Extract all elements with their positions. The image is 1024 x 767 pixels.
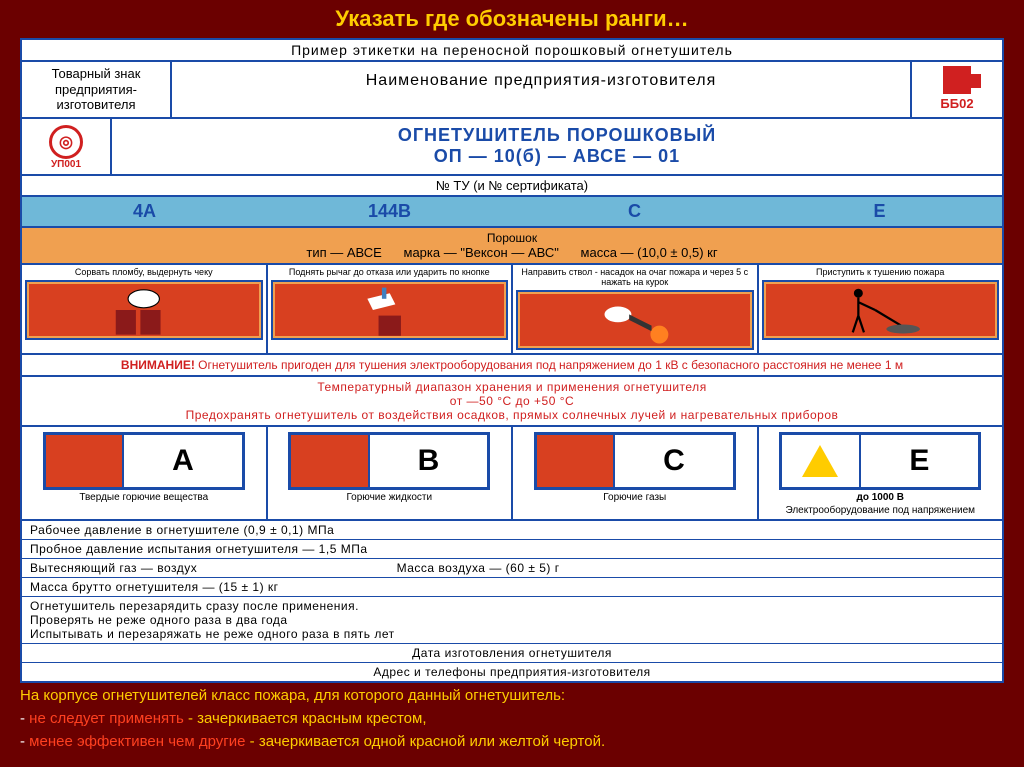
sub-header: Пример этикетки на переносной порошковый…: [22, 40, 1002, 62]
label-example: Пример этикетки на переносной порошковый…: [20, 38, 1004, 683]
class-a: АТвердые горючие вещества: [22, 427, 268, 519]
inst-3: Направить ствол - насадок на очаг пожара…: [513, 265, 759, 353]
trademark-cell: Товарный знак предприятия-изготовителя: [22, 62, 172, 117]
inst-4: Приступить к тушению пожара: [759, 265, 1003, 353]
powder-specs: Порошок тип — АВСЕ марка — "Вексон — АВС…: [22, 228, 1002, 265]
fire-ranks: 4А 144В С Е: [22, 197, 1002, 228]
footer-notes: На корпусе огнетушителей класс пожара, д…: [20, 687, 1004, 750]
class-b: ВГорючие жидкости: [268, 427, 514, 519]
product-title: ОГНЕТУШИТЕЛЬ ПОРОШКОВЫЙ ОП — 10(б) — АВС…: [112, 119, 1002, 174]
rank-b: 144В: [267, 197, 512, 226]
warning-row: ВНИМАНИЕ! Огнетушитель пригоден для туше…: [22, 355, 1002, 377]
tu-row: № ТУ (и № сертификата): [22, 176, 1002, 197]
rank-e: Е: [757, 197, 1002, 226]
up-badge: ◎ УП001: [22, 119, 112, 174]
cert-badge: ББ02: [912, 62, 1002, 117]
fire-classes: АТвердые горючие вещества ВГорючие жидко…: [22, 427, 1002, 521]
header-row: Товарный знак предприятия-изготовителя Н…: [22, 62, 1002, 119]
product-title-row: ◎ УП001 ОГНЕТУШИТЕЛЬ ПОРОШКОВЫЙ ОП — 10(…: [22, 119, 1002, 176]
class-c: СГорючие газы: [513, 427, 759, 519]
slide-title: Указать где обозначены ранги…: [0, 0, 1024, 38]
rank-c: С: [512, 197, 757, 226]
class-e: Едо 1000 ВЭлектрооборудование под напряж…: [759, 427, 1003, 519]
instructions-row: Сорвать пломбу, выдернуть чеку Поднять р…: [22, 265, 1002, 355]
temp-row: Температурный диапазон хранения и примен…: [22, 377, 1002, 427]
rank-a: 4А: [22, 197, 267, 226]
inst-2: Поднять рычаг до отказа или ударить по к…: [268, 265, 514, 353]
inst-1: Сорвать пломбу, выдернуть чеку: [22, 265, 268, 353]
company-name-cell: Наименование предприятия-изготовителя: [172, 62, 912, 117]
info-lines: Рабочее давление в огнетушителе (0,9 ± 0…: [22, 521, 1002, 681]
